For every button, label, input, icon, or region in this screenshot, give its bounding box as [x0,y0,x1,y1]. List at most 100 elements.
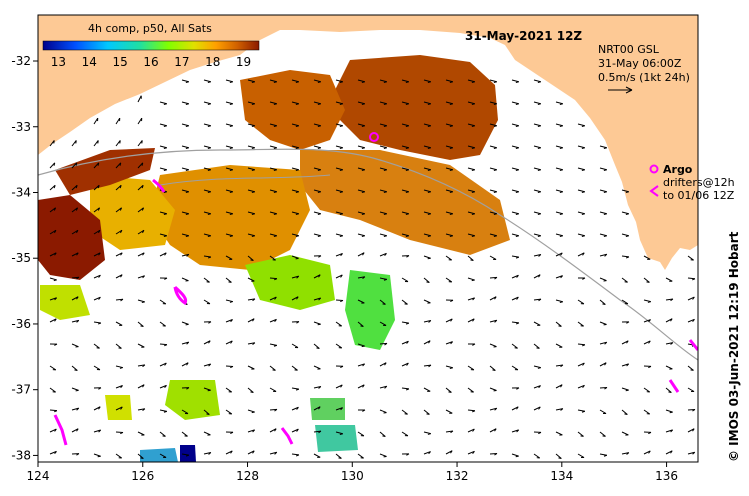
current-arrow-head [537,103,541,105]
current-arrow [159,252,167,257]
current-arrow [577,431,584,437]
current-arrow [489,189,497,193]
current-arrow-head [492,369,496,371]
current-arrow-head [581,410,586,413]
current-arrow [357,233,365,237]
current-arrow [467,101,475,105]
current-arrow-head [449,125,453,127]
current-arrow [269,387,277,392]
current-arrow-head [360,325,364,327]
current-arrow-head [383,213,387,215]
current-arrow-head [560,252,563,256]
current-arrow-head [450,450,453,454]
current-arrow [137,275,145,279]
current-arrow [687,277,696,280]
current-arrow-head [624,413,628,415]
current-arrow [93,229,101,235]
current-arrow-head [317,235,321,237]
current-arrow [423,233,431,237]
current-arrow-head [559,147,563,149]
current-arrow [247,123,255,127]
current-arrow [159,343,168,346]
current-arrow-head [558,457,562,459]
current-arrow-head [603,191,607,193]
current-arrow-head [229,125,233,127]
current-arrow-head [141,162,144,166]
current-arrow [489,452,498,455]
current-arrow [533,254,541,257]
current-arrow-head [54,252,57,256]
current-arrow [291,145,299,149]
current-scale: 0.5m/s (1kt 24h) [598,71,690,84]
current-arrow [401,299,408,305]
current-arrow [203,101,211,105]
current-arrow [577,189,585,193]
current-arrow [401,387,410,390]
current-arrow [335,431,343,435]
current-arrow-head [185,191,189,193]
current-arrow [621,299,629,305]
current-arrow [533,233,541,237]
current-arrow [379,189,387,193]
current-arrow-head [669,411,673,414]
current-arrow [423,364,432,367]
current-arrow [71,229,79,235]
current-arrow [533,321,541,326]
current-arrow-head [538,274,541,278]
current-arrow-head [493,191,497,193]
current-arrow-head [471,235,475,237]
current-arrow-head [515,169,519,171]
current-arrow [445,409,453,414]
current-arrow [71,162,78,169]
current-arrow-head [207,213,211,215]
current-arrow [313,343,320,349]
current-arrow [511,343,518,349]
current-arrow-head [273,81,277,83]
current-arrow [335,123,343,127]
current-arrow-head [339,169,343,171]
current-arrow [467,318,475,323]
current-arrow [467,79,475,83]
current-arrow [401,340,409,345]
current-arrow-head [582,277,586,280]
current-arrow-head [141,301,145,304]
current-arrow-head [626,452,630,455]
current-arrow [489,145,497,149]
colorbar-tick-label: 19 [236,55,251,69]
current-arrow [115,207,122,213]
current-arrow-head [76,407,80,411]
current-arrow [313,101,321,105]
current-arrow [423,277,430,283]
current-arrow [49,162,56,169]
current-arrow [599,453,607,456]
current-arrow-head [602,435,606,437]
current-arrow [401,321,409,324]
current-arrow-head [207,103,211,105]
current-arrow-head [339,81,343,83]
current-arrow-head [317,103,321,105]
current-arrow-head [427,213,431,215]
current-arrow [71,252,79,257]
current-arrow [203,299,211,305]
current-arrow-head [296,321,300,324]
current-arrow-head [251,191,255,193]
current-arrow [445,255,452,261]
current-arrow [599,299,606,305]
current-arrow-head [252,429,256,433]
current-arrow-head [54,428,57,432]
current-arrow [137,229,145,235]
colorbar-tick-label: 14 [82,55,97,69]
current-arrow [115,252,123,257]
y-tick-label: -37 [11,383,31,397]
current-arrow-head [274,451,278,455]
current-arrow-head [186,341,190,345]
current-arrow [445,387,452,393]
current-arrow-head [603,147,607,149]
current-arrow-head [604,387,608,390]
current-arrow [313,274,321,279]
current-arrow-head [207,169,211,171]
current-arrow [225,387,232,393]
current-arrow [467,189,475,193]
current-arrow [643,340,651,345]
current-arrow-head [559,213,563,215]
